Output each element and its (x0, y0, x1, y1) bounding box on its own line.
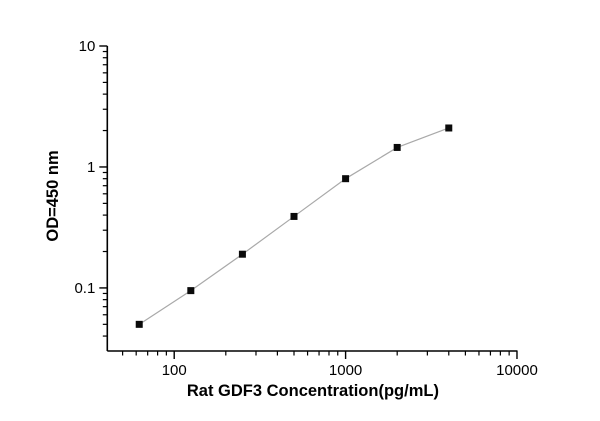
x-tick-label: 10000 (496, 362, 538, 379)
data-point-marker (445, 124, 453, 132)
data-point-marker (187, 287, 195, 295)
data-point-marker (342, 175, 350, 183)
series-line (138, 127, 449, 325)
data-point-marker (393, 143, 401, 151)
data-point-marker (238, 250, 246, 258)
y-tick-label: 0.1 (74, 280, 95, 297)
axis-ticks (99, 45, 518, 359)
data-point-marker (135, 320, 143, 328)
y-tick-label: 1 (87, 159, 95, 176)
x-axis-title: Rat GDF3 Concentration(pg/mL) (187, 382, 439, 400)
x-tick-label: 1000 (329, 362, 362, 379)
y-axis-title: OD=450 nm (44, 150, 62, 241)
y-tick-label: 10 (79, 38, 96, 55)
series-layer (135, 124, 453, 328)
x-tick-label: 100 (162, 362, 187, 379)
tick-labels: 100 1000 10000 0.1 1 10 (74, 38, 537, 379)
axes (106, 46, 518, 352)
data-point-marker (290, 212, 298, 220)
